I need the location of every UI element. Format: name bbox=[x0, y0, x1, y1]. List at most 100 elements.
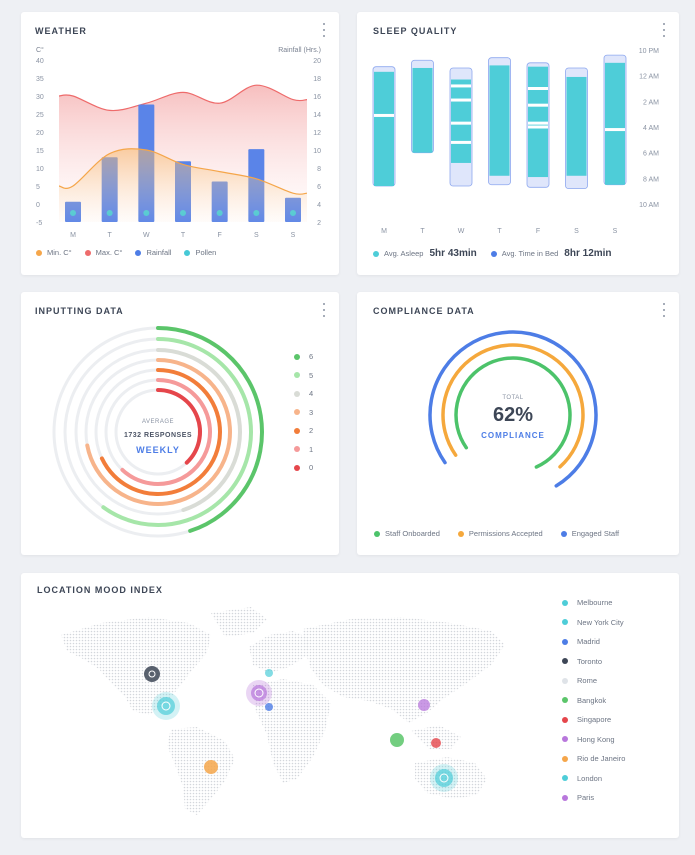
mood-legend: Melbourne New York City Madrid Toronto R… bbox=[562, 598, 625, 802]
marker-london[interactable] bbox=[265, 669, 273, 677]
sleep-card: SLEEP QUALITY 10 PM 12 AM 2 AM 4 AM 6 AM 8 AM… bbox=[357, 12, 679, 275]
marker-bangkok[interactable] bbox=[390, 733, 404, 747]
weather-chart: C° Rainfall (Hrs.) 40 35 30 25 20 15 10 5 0 -5 20… bbox=[36, 46, 321, 239]
legend-madrid[interactable]: Madrid bbox=[562, 637, 625, 646]
inputting-menu-icon[interactable] bbox=[321, 303, 327, 317]
legend-melbourne[interactable]: Melbourne bbox=[562, 598, 625, 607]
ring-arc-3[interactable] bbox=[85, 358, 232, 506]
asleep-bar[interactable] bbox=[451, 79, 471, 163]
avg-asleep-value: 5hr 43min bbox=[429, 248, 477, 259]
ring-arc-1[interactable] bbox=[120, 378, 212, 486]
world-map bbox=[61, 607, 505, 815]
wake-marker bbox=[528, 87, 548, 90]
engaged-dot-icon bbox=[560, 530, 567, 537]
compliance-arc[interactable] bbox=[441, 343, 585, 469]
weather-day-label: T bbox=[108, 232, 113, 239]
sleep-time-tick: 10 AM bbox=[639, 202, 659, 209]
legend-0[interactable]: 0 bbox=[294, 463, 313, 472]
legend-rainfall[interactable]: Rainfall bbox=[135, 248, 171, 257]
wake-marker bbox=[528, 103, 548, 107]
legend-london[interactable]: London bbox=[562, 774, 625, 783]
paris-dot-icon bbox=[562, 794, 568, 801]
wake-marker bbox=[528, 125, 548, 129]
asleep-bar[interactable] bbox=[374, 71, 394, 187]
legend-staff-onboarded[interactable]: Staff Onboarded bbox=[374, 529, 440, 538]
legend-bangkok[interactable]: Bangkok bbox=[562, 696, 625, 705]
wake-marker bbox=[451, 121, 471, 125]
legend-avg-asleep[interactable]: Avg. Asleep 5hr 43min bbox=[373, 248, 477, 259]
permissions-dot-icon bbox=[457, 530, 464, 537]
sleep-day-label: W bbox=[458, 228, 465, 235]
mood-card: LOCATION MOOD INDEX bbox=[21, 573, 679, 838]
legend-new-york[interactable]: New York City bbox=[562, 618, 625, 627]
ring-arc-6[interactable] bbox=[156, 326, 264, 533]
sleep-day-label: T bbox=[497, 228, 502, 235]
compliance-arc[interactable] bbox=[428, 330, 598, 488]
compliance-chart: TOTAL 62% COMPLIANCE bbox=[428, 330, 598, 488]
weather-menu-icon[interactable] bbox=[321, 23, 327, 37]
asleep-bar[interactable] bbox=[412, 67, 433, 153]
north-america-shape bbox=[61, 617, 211, 715]
min-temp-dot-icon bbox=[36, 249, 42, 256]
melbourne-dot-icon bbox=[562, 599, 568, 606]
sleep-day-label: S bbox=[613, 228, 618, 235]
marker-melbourne[interactable] bbox=[430, 764, 458, 792]
marker-toronto[interactable] bbox=[144, 666, 160, 682]
marker-singapore[interactable] bbox=[431, 738, 441, 748]
sleep-time-tick: 2 AM bbox=[643, 99, 659, 106]
asleep-bar[interactable] bbox=[566, 76, 587, 176]
compliance-arc[interactable] bbox=[454, 356, 572, 469]
marker-hong-kong[interactable] bbox=[418, 699, 430, 711]
inputting-center-top: AVERAGE bbox=[142, 419, 174, 425]
compliance-legend: Staff Onboarded Permissions Accepted Eng… bbox=[374, 529, 632, 538]
sleep-menu-icon[interactable] bbox=[661, 23, 667, 37]
wake-marker bbox=[451, 84, 471, 88]
weather-right-tick: 4 bbox=[317, 202, 321, 209]
weather-left-tick: 0 bbox=[36, 202, 40, 209]
legend-max-temp[interactable]: Max. C° bbox=[84, 248, 122, 257]
max-temp-line bbox=[58, 84, 308, 112]
legend-hong-kong[interactable]: Hong Kong bbox=[562, 735, 625, 744]
legend-permissions-accepted[interactable]: Permissions Accepted bbox=[457, 529, 543, 538]
ring-arc-4[interactable] bbox=[156, 348, 242, 512]
legend-1[interactable]: 1 bbox=[294, 445, 313, 454]
legend-rio[interactable]: Rio de Janeiro bbox=[562, 754, 625, 763]
legend-pollen[interactable]: Pollen bbox=[184, 248, 216, 257]
marker-rio[interactable] bbox=[204, 760, 218, 774]
asleep-bar[interactable] bbox=[489, 65, 510, 176]
ring-arc-0[interactable] bbox=[156, 388, 202, 465]
sleep-time-tick: 6 AM bbox=[643, 151, 659, 158]
legend-4[interactable]: 4 bbox=[294, 389, 313, 398]
ring-arc-5[interactable] bbox=[101, 337, 253, 527]
legend-5[interactable]: 5 bbox=[294, 371, 313, 380]
greenland-shape bbox=[211, 607, 267, 637]
legend-min-temp[interactable]: Min. C° bbox=[36, 248, 72, 257]
ring-arc-2[interactable] bbox=[99, 368, 222, 496]
marker-madrid[interactable] bbox=[265, 703, 273, 711]
asleep-bar[interactable] bbox=[605, 62, 625, 185]
inputting-center-mid: 1732 RESPONSES bbox=[124, 432, 192, 439]
map-markers bbox=[144, 666, 458, 792]
legend-rome[interactable]: Rome bbox=[562, 676, 625, 685]
legend-singapore[interactable]: Singapore bbox=[562, 715, 625, 724]
compliance-menu-icon[interactable] bbox=[661, 303, 667, 317]
marker-new-york[interactable] bbox=[152, 692, 180, 720]
legend-6[interactable]: 6 bbox=[294, 352, 313, 361]
legend-avg-bed[interactable]: Avg. Time in Bed 8hr 12min bbox=[490, 248, 612, 259]
sleep-chart: 10 PM 12 AM 2 AM 4 AM 6 AM 8 AM 10 AM M T W T F S S bbox=[372, 48, 659, 235]
inputting-card: INPUTTING DATA AVERAGE 1732 RESPONSES WE… bbox=[21, 292, 339, 555]
weather-left-tick: -5 bbox=[36, 220, 42, 227]
legend-3[interactable]: 3 bbox=[294, 408, 313, 417]
legend-paris[interactable]: Paris bbox=[562, 793, 625, 802]
inputting-center-bottom: WEEKLY bbox=[136, 445, 180, 455]
sleep-time-tick: 4 AM bbox=[643, 125, 659, 132]
compliance-title: COMPLIANCE DATA bbox=[373, 306, 475, 316]
legend-2[interactable]: 2 bbox=[294, 426, 313, 435]
legend-engaged-staff[interactable]: Engaged Staff bbox=[560, 529, 619, 538]
legend-toronto[interactable]: Toronto bbox=[562, 657, 625, 666]
min-temp-area bbox=[59, 148, 307, 222]
weather-left-tick: 10 bbox=[36, 166, 44, 173]
weather-right-tick: 18 bbox=[313, 76, 321, 83]
rainfall-dot-icon bbox=[135, 249, 142, 256]
marker-paris[interactable] bbox=[246, 680, 272, 706]
